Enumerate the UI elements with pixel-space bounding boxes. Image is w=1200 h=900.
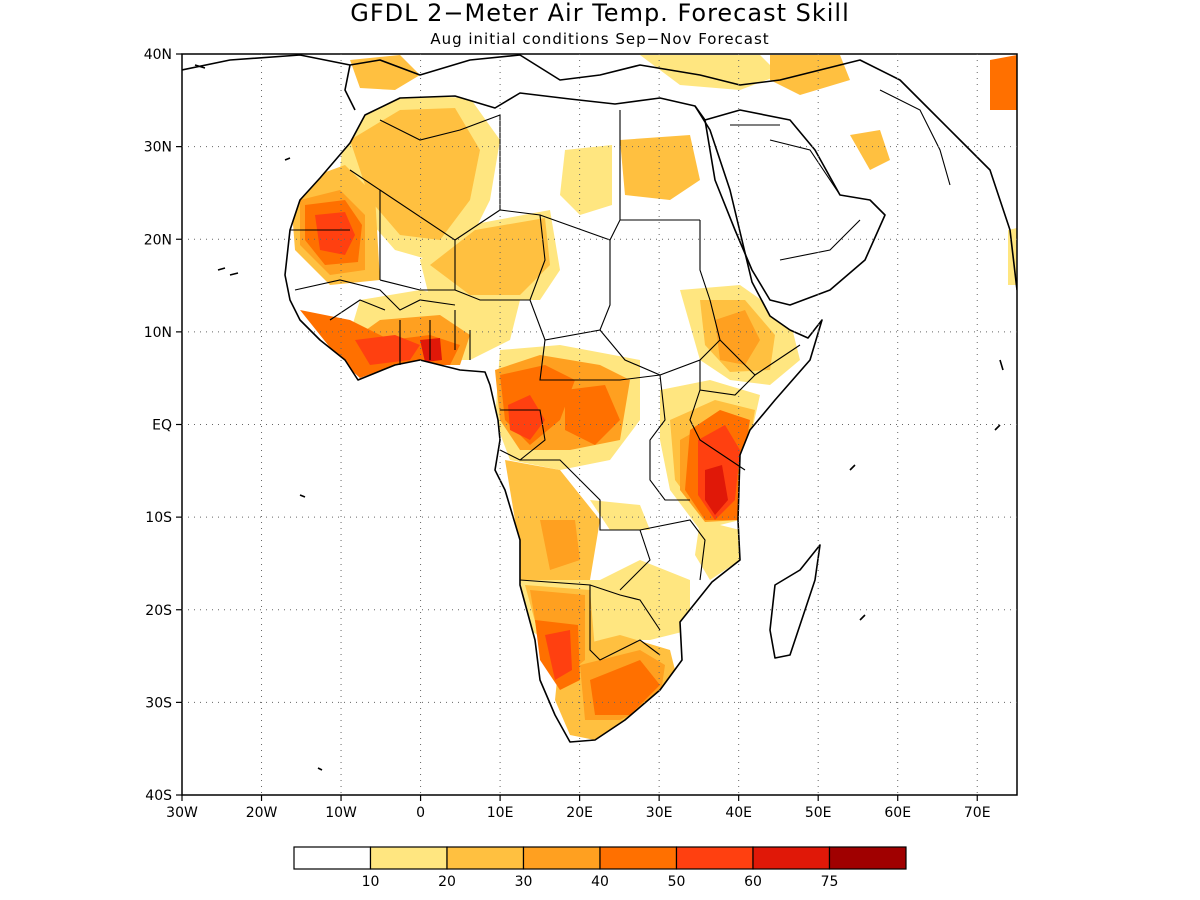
- axis-ticks: 30W 20W 10W 0 10E 20E 30E 40E 50E 60E 70E 40N 30N 20N…: [144, 47, 991, 821]
- colorbar-swatch: [675, 846, 754, 870]
- country-boundaries: [182, 54, 1017, 771]
- colorbar-label: 10: [362, 874, 380, 890]
- x-tick-label: 70E: [964, 805, 991, 821]
- y-tick-label: EQ: [152, 418, 172, 434]
- colorbar-label: 30: [515, 874, 533, 890]
- colorbar-swatch: [752, 846, 831, 870]
- colorbar-swatch: [293, 846, 372, 870]
- colorbar-label: 40: [591, 874, 609, 890]
- x-tick-label: 10E: [487, 805, 514, 821]
- y-tick-label: 10S: [145, 510, 172, 526]
- colorbar-swatch: [522, 846, 601, 870]
- y-tick-label: 20S: [145, 603, 172, 619]
- x-tick-label: 20E: [566, 805, 593, 821]
- map-title: GFDL 2−Meter Air Temp. Forecast Skill: [350, 0, 850, 27]
- colorbar-label: 50: [668, 874, 686, 890]
- x-tick-label: 0: [416, 805, 425, 821]
- y-tick-label: 10N: [144, 325, 172, 341]
- x-tick-label: 20W: [246, 805, 278, 821]
- colorbar-swatch: [828, 846, 907, 870]
- skill-contours: [290, 55, 1017, 740]
- y-tick-label: 40N: [144, 47, 172, 63]
- colorbar-label: 75: [821, 874, 839, 890]
- y-tick-label: 20N: [144, 232, 172, 248]
- colorbar-label: 20: [438, 874, 456, 890]
- map-subtitle: Aug initial conditions Sep−Nov Forecast: [430, 30, 769, 48]
- y-tick-label: 30N: [144, 140, 172, 156]
- y-tick-label: 40S: [145, 788, 172, 804]
- colorbar-swatch: [599, 846, 678, 870]
- x-tick-label: 50E: [805, 805, 832, 821]
- x-tick-label: 60E: [884, 805, 911, 821]
- x-tick-label: 30W: [166, 805, 198, 821]
- x-tick-label: 40E: [725, 805, 752, 821]
- colorbar-swatch: [369, 846, 448, 870]
- x-tick-label: 10W: [325, 805, 357, 821]
- colorbar-label: 60: [744, 874, 762, 890]
- y-tick-label: 30S: [145, 695, 172, 711]
- colorbar-legend: 10 20 30 40 50 60 75: [293, 846, 907, 890]
- x-tick-label: 30E: [646, 805, 673, 821]
- colorbar-swatch: [446, 846, 525, 870]
